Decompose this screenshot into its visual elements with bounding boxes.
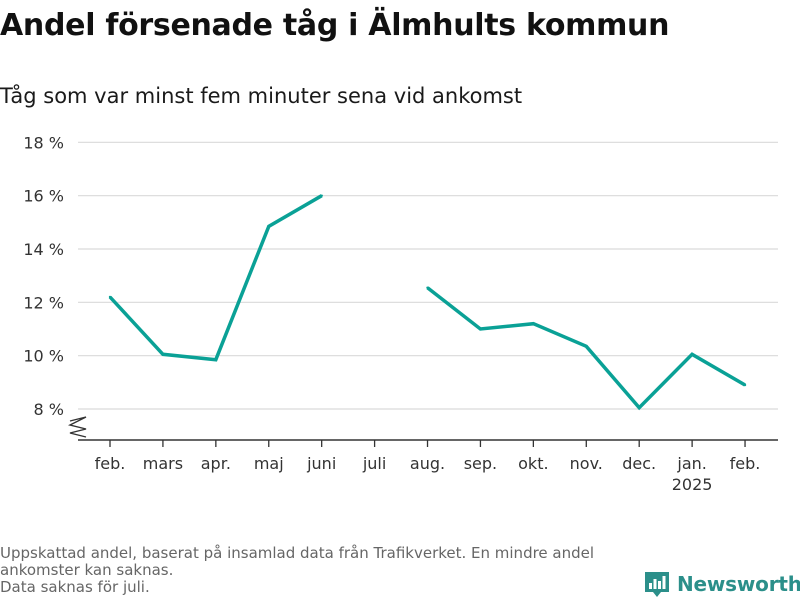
y-tick-label: 14 % bbox=[23, 240, 64, 259]
data-point bbox=[690, 353, 694, 356]
footnote-source: Uppskattad andel, baserat på insamlad da… bbox=[0, 544, 595, 579]
brand-name: Newsworthy bbox=[677, 572, 800, 596]
y-tick-label: 10 % bbox=[23, 347, 64, 366]
brand-logo: Newsworthy bbox=[645, 570, 800, 598]
footnote: Uppskattad andel, baserat på insamlad da… bbox=[0, 545, 640, 596]
footnote-missing-data: Data saknas för juli. bbox=[0, 578, 150, 596]
x-tick-label: okt. bbox=[518, 454, 548, 473]
data-point bbox=[638, 406, 641, 409]
series-line-segment bbox=[108, 194, 323, 362]
x-tick-label: mars bbox=[143, 454, 183, 473]
data-point bbox=[108, 295, 112, 299]
x-tick-label: juli bbox=[362, 454, 386, 473]
x-tick-label: apr. bbox=[201, 454, 231, 473]
data-point bbox=[585, 345, 588, 348]
data-point bbox=[267, 225, 270, 228]
y-tick-label: 18 % bbox=[23, 133, 64, 152]
data-point bbox=[532, 322, 535, 325]
chart-subtitle: Tåg som var minst fem minuter sena vid a… bbox=[0, 84, 523, 108]
x-tick-label: dec. bbox=[622, 454, 656, 473]
y-tick-label: 8 % bbox=[34, 400, 64, 419]
x-tick-label: nov. bbox=[570, 454, 603, 473]
x-tick-label: aug. bbox=[410, 454, 445, 473]
axis-break-icon bbox=[67, 416, 87, 438]
data-point bbox=[743, 383, 747, 387]
x-year-label: 2025 bbox=[672, 475, 713, 494]
series-line-segment bbox=[426, 286, 746, 411]
y-tick-label: 12 % bbox=[23, 293, 64, 312]
newsworthy-logo-icon bbox=[645, 572, 669, 597]
x-tick-label: jan. bbox=[676, 454, 706, 473]
y-tick-label: 16 % bbox=[23, 187, 64, 206]
x-tick-label: feb. bbox=[730, 454, 761, 473]
data-point bbox=[161, 353, 165, 356]
chart-title: Andel försenade tåg i Älmhults kommun bbox=[0, 8, 670, 43]
line-chart: 8 % 10 % 12 % 14 % 16 % 18 % feb. mars apr. maj ju… bbox=[23, 133, 778, 494]
data-point bbox=[214, 358, 218, 361]
x-tick-label: maj bbox=[254, 454, 284, 473]
x-tick-label: juni bbox=[306, 454, 336, 473]
data-point bbox=[426, 286, 429, 289]
x-tick-label: sep. bbox=[464, 454, 497, 473]
data-point bbox=[320, 194, 323, 197]
data-point bbox=[479, 327, 482, 331]
x-tick-label: feb. bbox=[95, 454, 126, 473]
